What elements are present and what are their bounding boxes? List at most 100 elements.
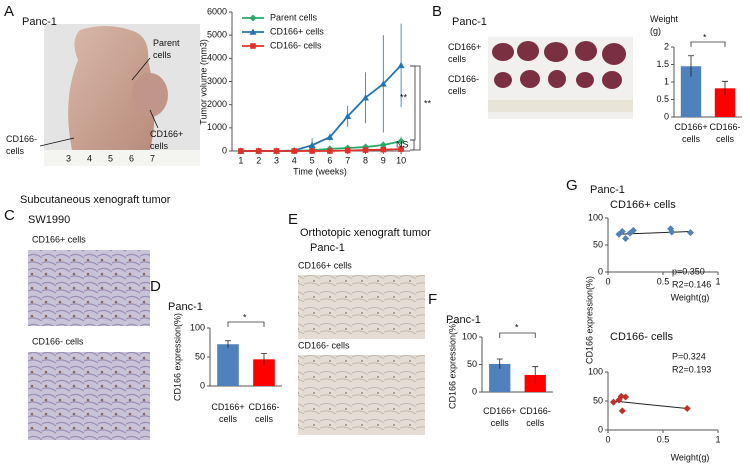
data-point (380, 146, 387, 153)
data-point (309, 148, 315, 154)
y-tick-label: 100 (462, 331, 477, 341)
bar (680, 66, 702, 117)
annotation: p=0.350 (672, 266, 705, 276)
annotation: * (515, 322, 519, 332)
y-tick-label: 0.5 (656, 94, 669, 104)
y-axis-title: CD166 expression(%) (447, 321, 457, 409)
data-point (344, 112, 352, 120)
photo-label: CD166+ cells (32, 234, 86, 244)
x-tick-label: CD166+ cells (483, 406, 516, 428)
data-point (291, 148, 298, 154)
y-tick-label: 1.5 (656, 59, 669, 69)
photo-label: CD166+ cells (448, 42, 481, 64)
panel-letter: G (566, 177, 578, 194)
y-tick-label: 0 (598, 424, 603, 434)
ihc-photo (28, 250, 150, 326)
chart-title: Panc-1 (168, 301, 203, 313)
y-tick-label: 3000 (207, 76, 227, 86)
legend-label: Parent cells (270, 12, 318, 22)
photo-label: Parent cells (153, 38, 180, 60)
y-tick-label: 50 (593, 395, 603, 405)
x-tick-label: 0 (605, 434, 610, 444)
y-tick-label: 2000 (207, 99, 227, 109)
y-tick-label: 1000 (207, 122, 227, 132)
x-tick-label: 0.5 (657, 434, 670, 444)
x-tick-label: 3 (274, 155, 279, 165)
x-tick-label: 5 (310, 155, 315, 165)
panel-letter: F (428, 291, 437, 308)
legend-marker (249, 14, 257, 22)
ihc-photo (28, 352, 150, 440)
y-tick-label: 0 (200, 380, 205, 390)
data-point (618, 228, 626, 235)
mouse-photo (39, 24, 200, 166)
error-bar (722, 80, 728, 96)
ihc-photo (298, 355, 425, 435)
data-point (397, 61, 405, 69)
panel-letter: C (4, 207, 15, 224)
error-bar (261, 353, 267, 366)
y-axis-title: CD166 expression(%) (172, 313, 182, 401)
data-point (379, 80, 387, 87)
panel-title: Panc-1 (452, 16, 487, 28)
bar (217, 344, 239, 386)
data-point (255, 148, 262, 154)
y-tick-label: 100 (190, 322, 205, 332)
x-tick-label: 1 (715, 276, 720, 286)
panel-title: Orthotopic xenograft tumor (300, 227, 431, 239)
x-tick-label: 4 (292, 155, 297, 165)
data-point (326, 133, 334, 140)
bar (253, 359, 275, 386)
data-point (610, 398, 617, 406)
photo-label: CD166- cells (298, 340, 350, 350)
y-tick-label: 0 (472, 386, 477, 396)
x-tick-label: 9 (381, 155, 386, 165)
panel-letter: E (288, 211, 298, 228)
data-point (308, 141, 316, 149)
y-tick-label: 6000 (207, 6, 227, 16)
legend-marker (250, 43, 256, 49)
data-point (344, 147, 351, 154)
x-tick-label: 1 (715, 434, 720, 444)
panel-letter: B (432, 3, 442, 20)
y-tick-label: 50 (195, 351, 205, 361)
chart-title: CD166+ cells (610, 199, 676, 211)
data-point (398, 146, 404, 152)
data-point (362, 94, 369, 101)
photo-label: CD166-cells (6, 134, 37, 156)
data-point (687, 229, 694, 237)
photo-label: CD166+ cells (298, 260, 352, 270)
data-point (327, 148, 333, 154)
x-axis-title: Time (weeks) (293, 166, 347, 176)
x-tick-label: CD166+ cells (674, 122, 707, 144)
annotation: ** (424, 98, 432, 108)
data-point (683, 405, 691, 413)
y-tick-label: 50 (593, 239, 603, 249)
y-tick-label: 1 (664, 76, 669, 86)
ruler-label: 3 (66, 153, 71, 163)
bar (489, 363, 511, 392)
data-point (362, 147, 369, 153)
y-tick-label: 5000 (207, 30, 227, 40)
y-axis-title: CD166 expression(%) (584, 276, 594, 364)
data-point (668, 228, 676, 236)
annotation: * (243, 312, 247, 322)
data-point (379, 141, 387, 149)
x-tick-label: 8 (363, 155, 368, 165)
data-point (238, 148, 244, 154)
data-point (397, 137, 405, 145)
annotation: * (703, 32, 707, 42)
y-tick-label: 0 (664, 111, 669, 121)
legend-label: CD166+ cells (270, 26, 324, 36)
annotation: ** (400, 92, 408, 102)
annotation: R2=0.193 (672, 364, 711, 374)
data-point (273, 148, 280, 154)
legend-marker (249, 28, 257, 35)
y-tick-label: 0 (222, 145, 227, 155)
x-tick-label: 1 (238, 155, 243, 165)
bar (524, 374, 546, 392)
data-point (622, 393, 630, 401)
data-point (622, 235, 630, 243)
series-line (240, 148, 402, 152)
